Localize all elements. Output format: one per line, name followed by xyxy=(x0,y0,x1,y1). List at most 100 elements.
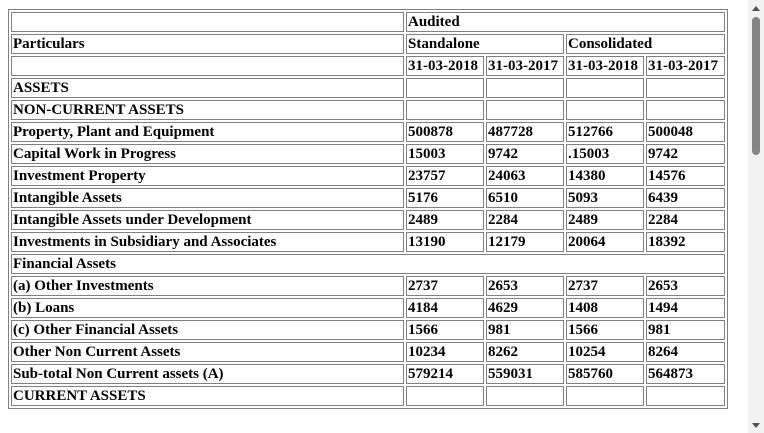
table-row: Other Non Current Assets 10234 8262 10254 82… xyxy=(11,342,725,362)
table-row: Capital Work in Progress 15003 9742.15003 9… xyxy=(11,144,725,164)
value-cell xyxy=(646,386,725,406)
row-label: Intangible Assets under Development xyxy=(11,210,404,230)
value-cell: 14380 xyxy=(566,166,644,186)
row-label: Financial Assets xyxy=(11,254,725,274)
financial-results-table: Audited Particulars Standalone Consolida… xyxy=(8,9,728,409)
value-cell xyxy=(646,78,725,98)
value-cell: 18392 xyxy=(646,232,725,252)
value-cell: 2653 xyxy=(646,276,725,296)
row-label: Investment Property xyxy=(11,166,404,186)
header-row-audited: Audited xyxy=(11,12,725,32)
value-cell: 5093 xyxy=(566,188,644,208)
row-label: CURRENT ASSETS xyxy=(11,386,404,406)
value-cell: 23757 xyxy=(406,166,484,186)
audited-header: Audited xyxy=(406,12,725,32)
row-label: (a) Other Investments xyxy=(11,276,404,296)
value-cell: 564873 xyxy=(646,364,725,384)
value-cell xyxy=(566,100,644,120)
value-cell: 20064 xyxy=(566,232,644,252)
value-cell xyxy=(486,100,564,120)
value-cell: 12179 xyxy=(486,232,564,252)
value-cell: 9742 xyxy=(646,144,725,164)
date-header: 31-03-2017 xyxy=(486,56,564,76)
row-label: ASSETS xyxy=(11,78,404,98)
value-cell: 1408 xyxy=(566,298,644,318)
scrollbar-thumb[interactable] xyxy=(752,17,760,155)
value-cell: 24063 xyxy=(486,166,564,186)
value-cell: 579214 xyxy=(406,364,484,384)
table-row: Property, Plant and Equipment 500878 48772… xyxy=(11,122,725,142)
date-header: 31-03-2017 xyxy=(646,56,725,76)
row-label: NON-CURRENT ASSETS xyxy=(11,100,404,120)
value-cell: 14576 xyxy=(646,166,725,186)
value-cell: 2653 xyxy=(486,276,564,296)
row-label: Investments in Subsidiary and Associates xyxy=(11,232,404,252)
value-cell: 1566 xyxy=(406,320,484,340)
value-cell: 2737 xyxy=(566,276,644,296)
value-cell xyxy=(646,100,725,120)
value-cell: 512766 xyxy=(566,122,644,142)
value-cell: .15003 xyxy=(566,144,644,164)
row-label: (c) Other Financial Assets xyxy=(11,320,404,340)
table-row: Investments in Subsidiary and Associates… xyxy=(11,232,725,252)
scroll-down-arrow-icon[interactable] xyxy=(748,417,764,433)
value-cell: 487728 xyxy=(486,122,564,142)
table-row: ASSETS xyxy=(11,78,725,98)
table-row: Financial Assets xyxy=(11,254,725,274)
table-row: Investment Property 23757 24063 14380 14576 xyxy=(11,166,725,186)
row-label: Capital Work in Progress xyxy=(11,144,404,164)
standalone-header: Standalone xyxy=(406,34,564,54)
header-row-segments: Particulars Standalone Consolidated xyxy=(11,34,725,54)
value-cell: 981 xyxy=(646,320,725,340)
value-cell xyxy=(566,386,644,406)
row-label: Property, Plant and Equipment xyxy=(11,122,404,142)
row-label: Other Non Current Assets xyxy=(11,342,404,362)
value-cell: 2489 xyxy=(406,210,484,230)
value-cell xyxy=(566,78,644,98)
row-label: Intangible Assets xyxy=(11,188,404,208)
table-row: (c) Other Financial Assets 1566 981 1566 981 xyxy=(11,320,725,340)
value-cell: 500878 xyxy=(406,122,484,142)
date-header: 31-03-2018 xyxy=(406,56,484,76)
value-cell: 981 xyxy=(486,320,564,340)
value-cell: 6510 xyxy=(486,188,564,208)
value-cell: 559031 xyxy=(486,364,564,384)
value-cell: 2284 xyxy=(646,210,725,230)
value-cell: 10234 xyxy=(406,342,484,362)
value-cell: 2284 xyxy=(486,210,564,230)
table-row: NON-CURRENT ASSETS xyxy=(11,100,725,120)
value-cell xyxy=(406,78,484,98)
table-row: (b) Loans 4184 4629 1408 1494 xyxy=(11,298,725,318)
value-cell: 2489 xyxy=(566,210,644,230)
document-viewport: Audited Particulars Standalone Consolida… xyxy=(8,9,728,409)
value-cell: 4629 xyxy=(486,298,564,318)
value-cell: 1494 xyxy=(646,298,725,318)
table-row: (a) Other Investments 2737 2653 2737 2653 xyxy=(11,276,725,296)
table-row: CURRENT ASSETS xyxy=(11,386,725,406)
header-row-dates: 31-03-2018 31-03-2017 31-03-2018 31-03-2… xyxy=(11,56,725,76)
value-cell: 8264 xyxy=(646,342,725,362)
value-cell xyxy=(486,78,564,98)
row-label: Sub-total Non Current assets (A) xyxy=(11,364,404,384)
value-cell xyxy=(406,100,484,120)
value-cell xyxy=(486,386,564,406)
table-row: Intangible Assets under Development 2489 2… xyxy=(11,210,725,230)
value-cell: 6439 xyxy=(646,188,725,208)
table-row: Intangible Assets 5176 6510 5093 6439 xyxy=(11,188,725,208)
value-cell: 10254 xyxy=(566,342,644,362)
value-cell: 15003 xyxy=(406,144,484,164)
value-cell: 5176 xyxy=(406,188,484,208)
value-cell: 2737 xyxy=(406,276,484,296)
scroll-up-arrow-icon[interactable] xyxy=(748,0,764,16)
value-cell: 500048 xyxy=(646,122,725,142)
value-cell: 9742 xyxy=(486,144,564,164)
header-blank-cell xyxy=(11,56,404,76)
particulars-header: Particulars xyxy=(11,34,404,54)
value-cell: 8262 xyxy=(486,342,564,362)
row-label: (b) Loans xyxy=(11,298,404,318)
value-cell: 585760 xyxy=(566,364,644,384)
vertical-scrollbar[interactable] xyxy=(748,0,764,433)
table-row: Sub-total Non Current assets (A) 579214 55… xyxy=(11,364,725,384)
consolidated-header: Consolidated xyxy=(566,34,725,54)
value-cell: 4184 xyxy=(406,298,484,318)
